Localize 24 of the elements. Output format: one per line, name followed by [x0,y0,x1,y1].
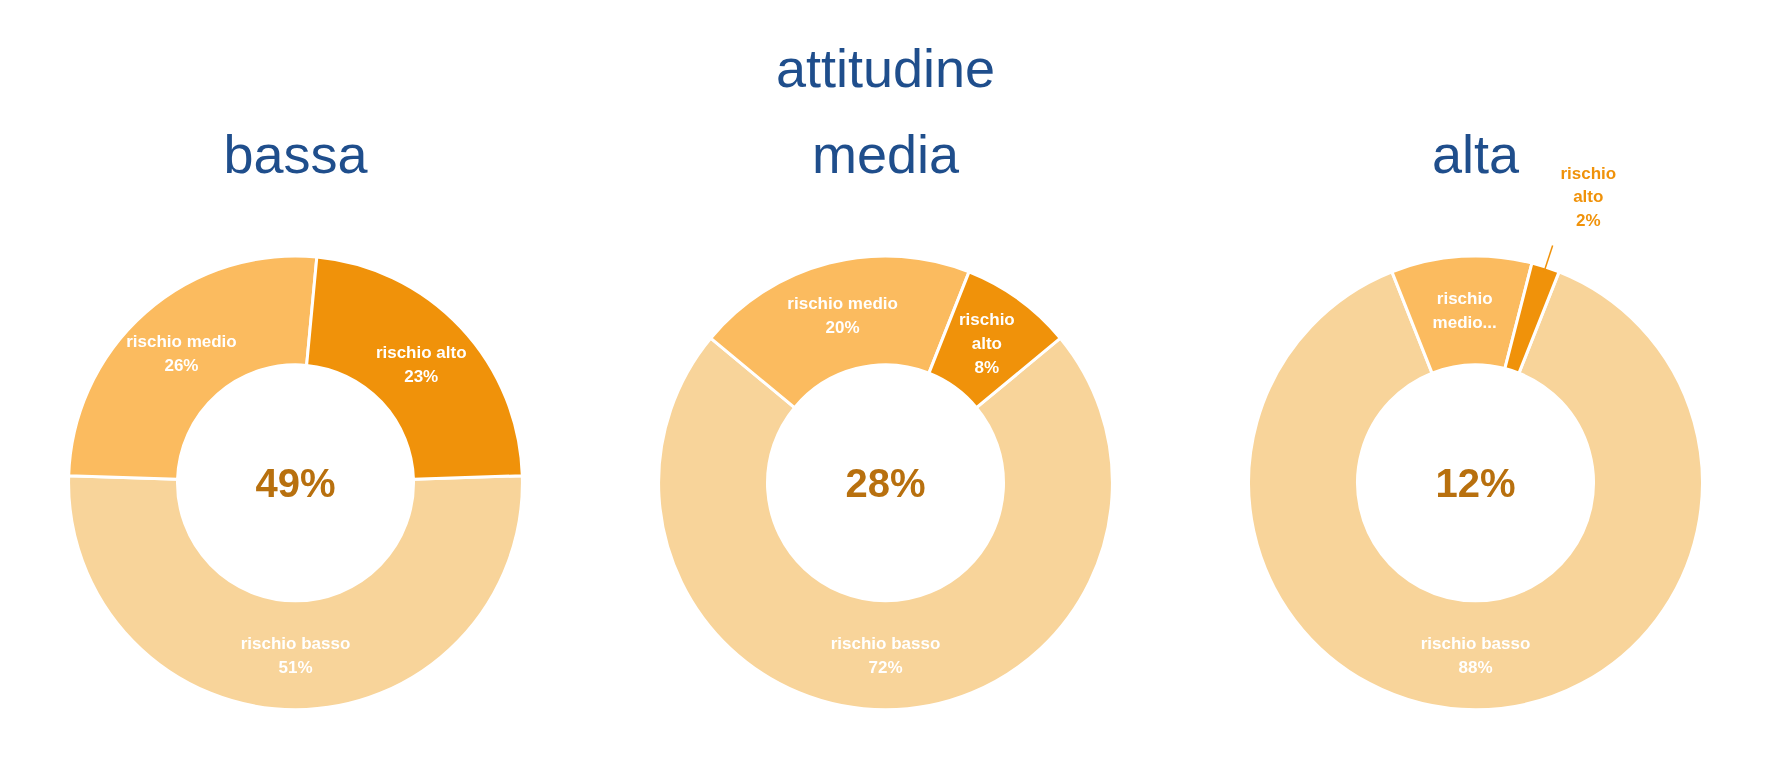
slice-label: rischio medio... [1432,289,1497,333]
slice-label: rischio basso [830,633,941,653]
slice-label: rischio alto [1560,163,1617,207]
slice-label: rischio basso [240,633,351,653]
data-label: 8% [974,357,1000,377]
chart-subtitle: attitudine [775,37,996,98]
text: 49% [255,460,336,505]
text: 28% [845,460,926,505]
data-label: 72% [868,657,903,677]
slice-label: rischio basso [1420,633,1531,653]
data-label: 23% [404,367,439,387]
data-label: 88% [1458,657,1493,677]
chart-title: media [811,123,961,184]
slice-label: rischio alto [959,310,1015,353]
data-label: 51% [278,657,313,677]
data-label: 2% [1576,211,1601,231]
slice-label: rischio alto [375,343,467,363]
slice-label: rischio medio [126,332,237,352]
data-label: 26% [164,355,199,375]
chart-title: alta [1431,123,1520,184]
data-label: 20% [825,318,860,338]
slice-label: rischio medio [787,294,898,314]
text: 12% [1435,460,1516,505]
chart-title: bassa [223,123,369,184]
